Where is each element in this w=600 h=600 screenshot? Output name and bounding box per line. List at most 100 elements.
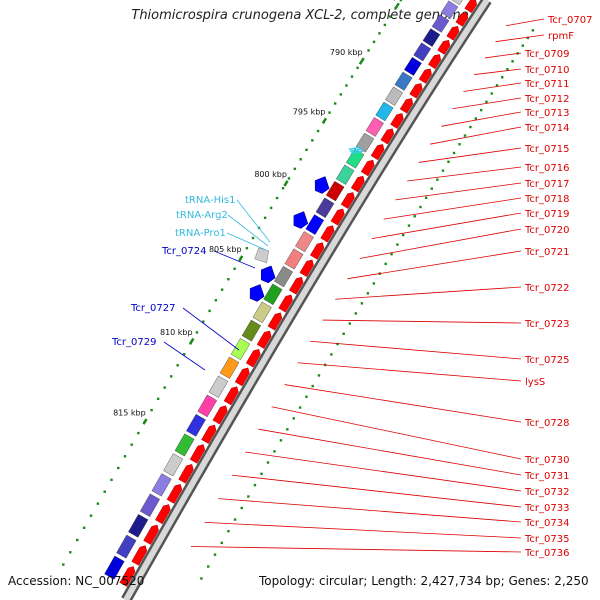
- tick-dot: [273, 450, 276, 453]
- gene-category-block: [208, 375, 229, 398]
- tick-dot: [356, 66, 359, 70]
- tick-dot: [82, 526, 86, 529]
- tick-dot: [317, 374, 321, 377]
- gene-arrow: [201, 424, 217, 444]
- tick-dot: [490, 92, 493, 95]
- gene-arrow: [189, 444, 206, 464]
- gene-category-block: [151, 473, 172, 497]
- tick-dot: [117, 466, 120, 470]
- leader-line: [441, 111, 522, 127]
- feature-label: tRNA-Arg2: [176, 210, 228, 221]
- tick-dot: [339, 93, 343, 96]
- gene-category-block: [335, 164, 355, 185]
- backbone-inner: [123, 0, 490, 600]
- tick-dot: [195, 331, 199, 334]
- gene-category-block: [241, 319, 262, 342]
- tick-dot: [253, 483, 257, 487]
- tick-dot: [506, 68, 509, 71]
- tick-dot: [511, 60, 514, 63]
- gene-arrow: [234, 367, 250, 387]
- gene-arrow: [428, 54, 442, 70]
- tick-dot: [333, 102, 337, 105]
- leader-line: [347, 250, 522, 280]
- tick-dot: [233, 518, 237, 521]
- feature-label: Tcr_0731: [524, 471, 569, 482]
- tick-dot: [292, 417, 295, 420]
- tick-dot: [275, 196, 279, 200]
- trna-mark: [349, 148, 363, 153]
- tick-dot: [336, 342, 339, 346]
- leader-line: [190, 546, 522, 553]
- gene-arrow: [320, 225, 335, 243]
- tick-dot: [436, 178, 439, 181]
- tick-dot: [430, 187, 433, 190]
- leader-line: [474, 68, 522, 75]
- major-tick: [283, 180, 289, 187]
- gene-category-block: [263, 283, 283, 306]
- gene-category-block: [422, 28, 441, 47]
- leader-line: [226, 232, 267, 251]
- reverse-gene: [249, 284, 265, 302]
- tick-dot: [227, 277, 230, 281]
- gene-category-block: [230, 338, 251, 361]
- tick-dot: [407, 224, 411, 227]
- leader-line: [218, 498, 522, 523]
- gene-category-block: [163, 453, 184, 477]
- tick-dot: [69, 551, 72, 554]
- gene-arrow: [299, 259, 314, 278]
- feature-label: lysS: [525, 377, 545, 388]
- kbp-label: 795 kbp: [293, 107, 326, 116]
- gene-arrow: [455, 12, 469, 27]
- leader-lines: [163, 18, 545, 553]
- tick-dot: [424, 196, 428, 200]
- feature-label: Tcr_0723: [524, 319, 569, 330]
- leader-line: [310, 340, 522, 360]
- tick-dot: [526, 36, 530, 40]
- tick-dot: [378, 32, 381, 35]
- major-tick: [238, 255, 244, 262]
- feature-label: Tcr_0734: [524, 518, 569, 529]
- gene-arrow: [380, 128, 395, 145]
- accession-label: Accession: NC_007520: [8, 574, 145, 588]
- tick-dot: [330, 353, 333, 356]
- gene-category-block: [116, 534, 137, 559]
- tick-dot: [419, 205, 422, 209]
- tick-dot: [441, 169, 445, 172]
- feature-label: Tcr_0709: [524, 49, 569, 60]
- tick-dot: [390, 252, 393, 256]
- leader-line: [182, 307, 240, 351]
- kbp-label: 800 kbp: [254, 170, 287, 179]
- gene-category-block: [365, 117, 384, 137]
- tick-dot: [345, 84, 348, 87]
- leader-line: [322, 319, 522, 324]
- gene-arrow: [399, 98, 414, 114]
- feature-label: Tcr_0720: [524, 225, 569, 236]
- leader-line: [463, 82, 522, 92]
- tick-dot: [316, 129, 320, 133]
- tick-dot: [389, 15, 392, 18]
- gene-arrow: [464, 0, 478, 14]
- tick-dot: [399, 0, 403, 2]
- tick-dot: [469, 125, 472, 129]
- gene-category-block: [295, 231, 314, 253]
- tick-dot: [367, 49, 370, 52]
- gene-category-block: [274, 265, 293, 288]
- kbp-label: 815 kbp: [113, 409, 146, 418]
- feature-label: Tcr_0713: [524, 108, 569, 119]
- tick-dot: [251, 236, 255, 240]
- gene-category-block: [252, 301, 272, 324]
- leader-line: [429, 126, 522, 145]
- kbp-label: 810 kbp: [160, 328, 193, 337]
- major-tick: [189, 337, 195, 345]
- gene-arrow: [278, 294, 293, 313]
- tick-dot: [361, 57, 365, 61]
- tick-dot: [495, 84, 499, 87]
- feature-labels: Tcr_0707 rpmF Tcr_0709 Tcr_0710 Tcr_0711 Tcr_…: [111, 15, 592, 559]
- feature-label: Tcr_0721: [524, 247, 569, 258]
- leader-line: [452, 97, 522, 110]
- gene-category-block: [197, 394, 218, 418]
- tick-dot: [396, 243, 399, 246]
- tick-dot: [89, 514, 93, 517]
- gene-arrow: [178, 464, 194, 484]
